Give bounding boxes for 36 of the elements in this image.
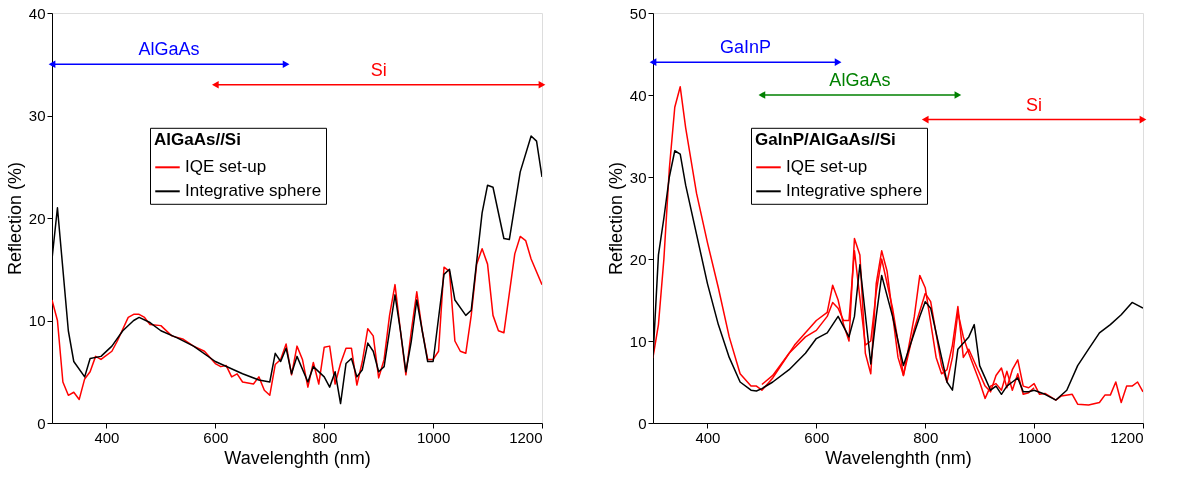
legend-label: Integrative sphere [185, 181, 322, 201]
y-axis-title: Reflection (%) [605, 161, 626, 276]
x-tick-label: 600 [203, 428, 229, 446]
x-tick-label: 1200 [1110, 428, 1144, 446]
y-tick-label: 10 [28, 312, 46, 329]
x-tick-label: 400 [94, 428, 120, 446]
legend-label: IQE set-up [185, 157, 267, 177]
annotation: GaInP [720, 37, 772, 58]
annotation: AlGaAs [138, 39, 200, 60]
annotation: AlGaAs [829, 70, 891, 90]
y-axis-title: Reflection (%) [4, 161, 25, 276]
legend-label: IQE set-up [786, 157, 868, 177]
x-tick-label: 600 [804, 428, 830, 446]
y-tick-label: 30 [629, 168, 647, 186]
y-tick-label: 0 [638, 414, 647, 432]
legend-label: Integrative sphere [786, 181, 923, 201]
y-tick-label: 20 [629, 250, 647, 268]
y-tick-label: 30 [28, 107, 46, 124]
x-tick-label: 1000 [416, 428, 451, 446]
y-tick-label: 40 [629, 86, 647, 104]
legend-title: GaInP/AlGaAs//Si [755, 129, 896, 149]
annotation: Si [1026, 94, 1043, 115]
x-tick-label: 800 [312, 428, 338, 446]
legend-title: AlGaAs//Si [154, 129, 241, 149]
y-tick-label: 50 [629, 4, 647, 22]
y-tick-label: 0 [37, 414, 46, 432]
x-axis-title: Wavelenghth (nm) [825, 447, 972, 468]
y-tick-label: 20 [28, 209, 46, 227]
x-tick-label: 1200 [509, 428, 543, 446]
x-tick-label: 1000 [1017, 428, 1052, 446]
x-tick-label: 400 [695, 428, 721, 446]
y-tick-label: 40 [28, 4, 46, 22]
annotation: Si [370, 59, 387, 80]
x-axis-title: Wavelenghth (nm) [224, 447, 371, 468]
x-tick-label: 800 [913, 428, 939, 446]
y-tick-label: 10 [629, 332, 647, 350]
